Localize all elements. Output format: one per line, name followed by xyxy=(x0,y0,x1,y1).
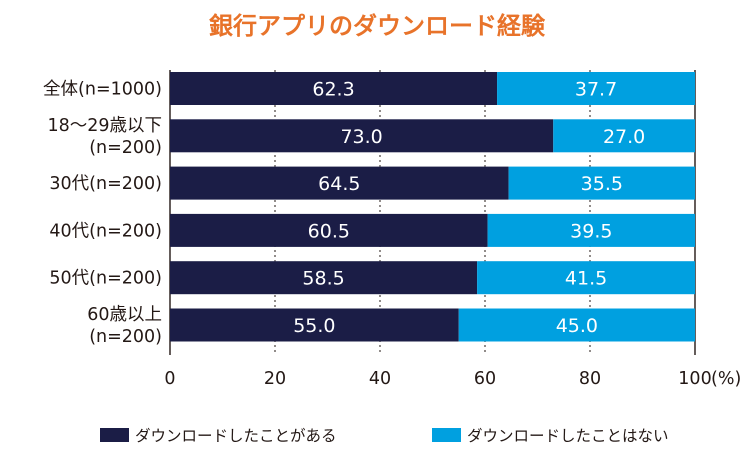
bar-not-downloaded xyxy=(458,308,695,342)
grid-lines xyxy=(169,70,696,355)
legend-label: ダウンロードしたことがある xyxy=(135,427,337,445)
value-label-downloaded: 64.5 xyxy=(318,173,360,195)
x-tick-label: 60 xyxy=(474,369,496,389)
x-tick-label: 100 xyxy=(678,369,711,389)
bar-not-downloaded xyxy=(508,166,695,200)
category-label: 全体(n=1000) xyxy=(43,80,162,100)
category-label: 30代(n=200) xyxy=(49,174,162,194)
value-label-downloaded: 60.5 xyxy=(308,220,350,242)
bar-downloaded xyxy=(170,213,488,247)
category-label: 60歳以上 xyxy=(87,305,162,325)
value-label-downloaded: 55.0 xyxy=(293,315,335,337)
legend-label: ダウンロードしたことはない xyxy=(467,427,669,445)
bar-downloaded xyxy=(170,261,478,295)
value-label-not-downloaded: 45.0 xyxy=(556,315,598,337)
category-label: (n=200) xyxy=(89,327,162,347)
category-label: 40代(n=200) xyxy=(49,221,162,241)
bars: 62.3 37.7 73.0 27.0 64.5 35.5 60.5 39.5 58.5 41.5… xyxy=(170,72,695,342)
value-label-downloaded: 73.0 xyxy=(340,126,382,148)
x-axis-unit: (%) xyxy=(711,369,741,389)
category-labels: 全体(n=1000)18〜29歳以下(n=200)30代(n=200)40代(n… xyxy=(43,80,162,348)
bar-not-downloaded xyxy=(553,119,695,153)
value-label-not-downloaded: 41.5 xyxy=(565,268,607,290)
value-label-not-downloaded: 35.5 xyxy=(581,173,623,195)
value-label-downloaded: 58.5 xyxy=(302,268,344,290)
value-label-downloaded: 62.3 xyxy=(312,79,354,101)
value-label-not-downloaded: 27.0 xyxy=(603,126,645,148)
category-label: 18〜29歳以下 xyxy=(47,116,162,136)
legend-swatch xyxy=(432,428,461,442)
category-label: (n=200) xyxy=(89,138,162,158)
legend-swatch xyxy=(100,428,129,442)
value-label-not-downloaded: 39.5 xyxy=(570,220,612,242)
bar-not-downloaded xyxy=(477,261,695,295)
bar-downloaded xyxy=(170,119,554,153)
bar-not-downloaded xyxy=(497,72,695,105)
chart-title: 銀行アプリのダウンロード経験 xyxy=(209,12,546,40)
x-tick-label: 40 xyxy=(369,369,391,389)
legend: ダウンロードしたことがある ダウンロードしたことはない xyxy=(100,427,669,445)
x-tick-label: 0 xyxy=(164,369,175,389)
bar-downloaded xyxy=(170,72,498,105)
x-tick-label: 20 xyxy=(264,369,286,389)
bar-not-downloaded xyxy=(487,213,695,247)
bar-downloaded xyxy=(170,166,509,200)
bar-downloaded xyxy=(170,308,459,342)
value-label-not-downloaded: 37.7 xyxy=(575,79,617,101)
x-tick-label: 80 xyxy=(579,369,601,389)
x-axis-ticks: 0 20 40 60 80 100 (%) xyxy=(164,369,741,389)
category-label: 50代(n=200) xyxy=(49,269,162,289)
